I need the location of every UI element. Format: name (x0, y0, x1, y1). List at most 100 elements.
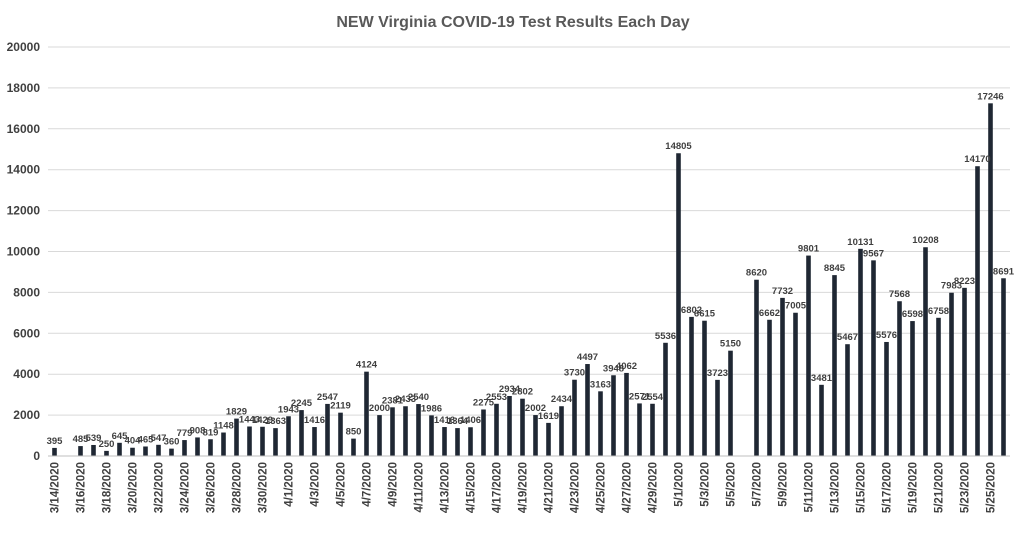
data-label: 250 (99, 439, 115, 450)
bar (689, 316, 694, 456)
data-label: 8845 (824, 263, 846, 274)
x-tick-label: 5/23/2020 (960, 462, 972, 513)
x-tick-label: 4/25/2020 (596, 462, 608, 513)
data-label: 2002 (525, 403, 546, 414)
data-label: 10131 (847, 237, 874, 248)
bar (481, 409, 486, 456)
y-tick-label: 20000 (7, 40, 41, 54)
bar (338, 412, 343, 456)
x-tick-label: 3/20/2020 (128, 462, 140, 513)
bar (455, 428, 460, 456)
x-tick-label: 4/13/2020 (440, 462, 452, 513)
x-tick-label: 4/23/2020 (570, 462, 582, 513)
data-label: 3723 (707, 368, 728, 379)
bar (728, 350, 733, 456)
bar (520, 398, 525, 456)
data-label: 14170 (964, 154, 990, 165)
bar (143, 446, 148, 456)
x-tick-label: 3/26/2020 (206, 462, 218, 513)
data-label: 3948 (603, 363, 624, 374)
x-tick-label: 5/7/2020 (752, 462, 764, 507)
bar (351, 438, 356, 456)
bar (78, 446, 83, 456)
data-label: 6802 (681, 305, 702, 316)
data-label: 2553 (486, 392, 507, 403)
bar (780, 297, 785, 456)
bar (416, 404, 421, 456)
x-tick-label: 5/9/2020 (778, 462, 790, 507)
bar (806, 255, 811, 456)
bar (624, 372, 629, 456)
bar (819, 384, 824, 456)
data-label: 819 (203, 427, 219, 438)
bar (715, 379, 720, 456)
data-label: 850 (346, 427, 362, 438)
data-label: 1443 (239, 414, 260, 425)
bar (442, 427, 447, 456)
data-label: 8691 (993, 266, 1015, 277)
bar (598, 391, 603, 456)
data-label: 6598 (902, 309, 923, 320)
y-tick-label: 12000 (7, 204, 41, 218)
x-tick-label: 5/21/2020 (934, 462, 946, 513)
bar (325, 403, 330, 456)
bar (260, 426, 265, 456)
bar (182, 440, 187, 456)
data-label: 2547 (317, 392, 338, 403)
data-label: 779 (177, 428, 193, 439)
data-label: 2571 (629, 391, 651, 402)
data-label: 465 (138, 434, 155, 445)
bar (494, 403, 499, 456)
bar (377, 415, 382, 456)
bar (923, 247, 928, 456)
x-tick-label: 3/18/2020 (102, 462, 114, 513)
data-label: 6662 (759, 308, 780, 319)
data-label: 2802 (512, 387, 533, 398)
bar (507, 395, 512, 456)
data-label: 4497 (577, 352, 598, 363)
x-tick-label: 3/14/2020 (50, 462, 62, 513)
bar (221, 432, 226, 456)
bar (676, 153, 681, 457)
bar (962, 287, 967, 456)
x-tick-label: 5/19/2020 (908, 462, 920, 513)
bar (1001, 278, 1006, 456)
bar (897, 301, 902, 456)
data-label: 3163 (590, 379, 611, 390)
bar (975, 166, 980, 456)
x-tick-label: 3/22/2020 (154, 462, 166, 513)
data-label: 8223 (954, 276, 975, 287)
data-label: 1429 (252, 415, 273, 426)
data-label: 4124 (356, 360, 378, 371)
data-label: 1416 (434, 415, 455, 426)
data-label: 1416 (304, 415, 325, 426)
bar (104, 450, 109, 456)
x-tick-label: 4/5/2020 (336, 462, 348, 507)
data-label: 2554 (642, 392, 664, 403)
bar (312, 427, 317, 456)
y-tick-label: 16000 (7, 122, 41, 136)
bar (429, 415, 434, 456)
y-tick-label: 6000 (13, 326, 40, 340)
x-tick-label: 5/15/2020 (856, 462, 868, 513)
bar (117, 442, 122, 456)
bars (52, 103, 1006, 457)
x-tick-label: 4/21/2020 (544, 462, 556, 513)
bar (871, 260, 876, 456)
bar (585, 364, 590, 456)
bar (637, 403, 642, 456)
bar (702, 320, 707, 456)
bar (572, 379, 577, 456)
x-tick-label: 5/11/2020 (804, 462, 816, 513)
data-label: 9567 (863, 248, 884, 259)
data-label: 10208 (912, 235, 938, 246)
data-label: 7732 (772, 286, 793, 297)
data-label: 360 (164, 437, 180, 448)
y-tick-label: 8000 (13, 285, 40, 299)
bar (286, 416, 291, 456)
x-tick-label: 4/7/2020 (362, 462, 374, 507)
data-label: 1364 (447, 416, 469, 427)
x-tick-label: 5/5/2020 (726, 462, 738, 507)
x-axis-ticks: 3/14/2020 3/16/2020 3/18/2020 3/20/2020 3/22… (50, 462, 998, 513)
bar (936, 317, 941, 456)
